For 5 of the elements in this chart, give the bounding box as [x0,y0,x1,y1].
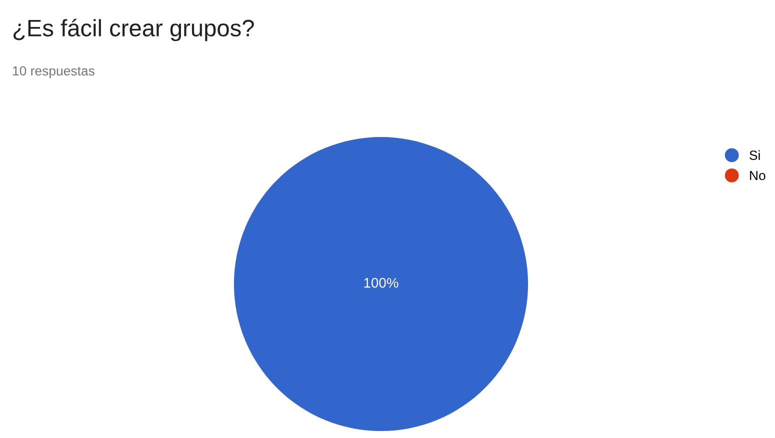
legend-label: No [750,170,766,180]
text: 10 respuestas [13,66,94,78]
chart-title: ¿Es fácil crear grupos? [14,18,254,42]
data-label: 100% [364,278,398,288]
legend-label: Si [750,150,760,160]
